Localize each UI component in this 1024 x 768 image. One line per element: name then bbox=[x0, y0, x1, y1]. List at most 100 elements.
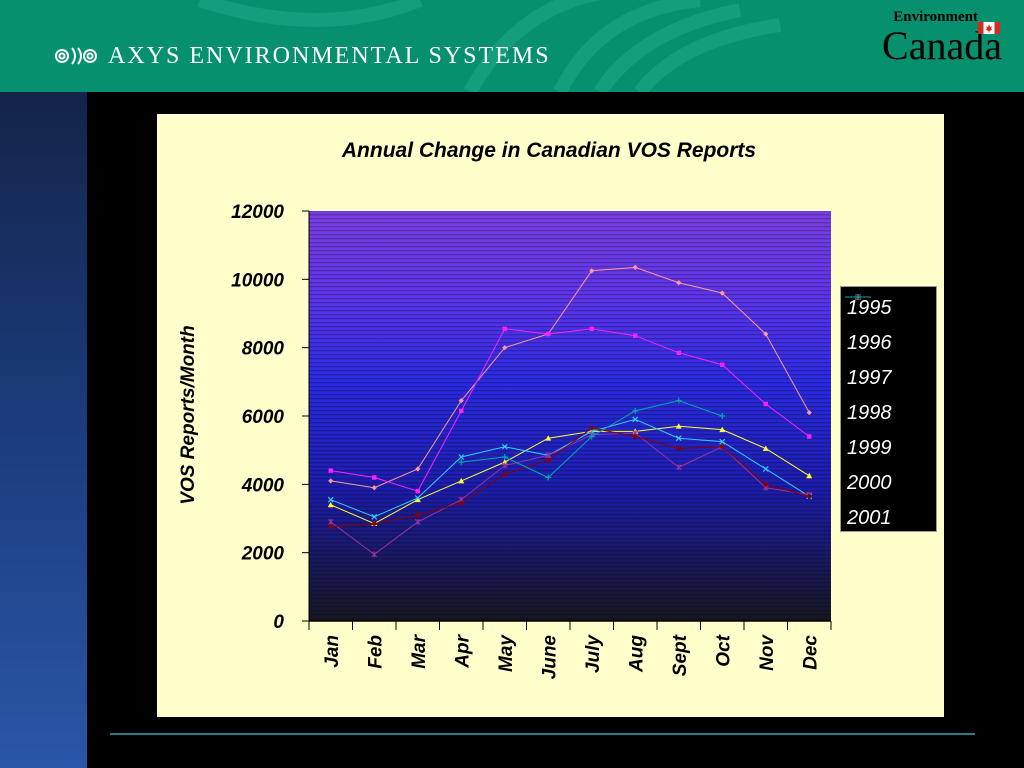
x-tick-label: Mar bbox=[409, 633, 430, 668]
plot-area-stripes bbox=[309, 211, 831, 621]
x-tick-label: July bbox=[583, 634, 604, 673]
legend-marker-icon bbox=[845, 294, 871, 300]
data-point-1996 bbox=[415, 488, 420, 494]
data-point-1998 bbox=[458, 454, 465, 460]
x-tick-label: Apr bbox=[452, 633, 473, 668]
data-point-1997 bbox=[675, 423, 682, 429]
legend-label: 1998 bbox=[847, 402, 892, 424]
data-point-2000 bbox=[502, 471, 508, 477]
footer-divider bbox=[110, 733, 975, 735]
data-point-1999 bbox=[545, 452, 552, 459]
data-point-1999 bbox=[675, 464, 682, 471]
data-point-2001 bbox=[675, 397, 682, 404]
data-point-1995 bbox=[806, 409, 812, 416]
series-2000 bbox=[328, 425, 812, 530]
data-point-2000 bbox=[763, 482, 769, 487]
data-point-1995 bbox=[763, 331, 769, 337]
brand: AXYS ENVIRONMENTAL SYSTEMS bbox=[54, 42, 551, 70]
data-point-2000 bbox=[415, 512, 421, 518]
data-point-1997 bbox=[762, 445, 769, 451]
data-point-1997 bbox=[458, 477, 465, 484]
legend-item-2001: 2001 bbox=[841, 294, 936, 536]
series-line-1998 bbox=[330, 418, 810, 518]
data-point-2000 bbox=[328, 524, 334, 530]
legend-marker-shape bbox=[855, 294, 861, 300]
data-point-1997 bbox=[719, 426, 726, 433]
data-point-1995 bbox=[328, 478, 334, 484]
chart-title: Annual Change in Canadian VOS Reports bbox=[341, 139, 756, 162]
data-point-1997 bbox=[327, 501, 334, 508]
legend-item-1996: 1996 bbox=[841, 294, 936, 361]
data-point-2000 bbox=[371, 521, 377, 526]
legend-item-1999: 1999 bbox=[841, 294, 936, 466]
data-point-1999 bbox=[414, 518, 421, 525]
x-tick-label: June bbox=[539, 635, 560, 680]
data-point-1996 bbox=[589, 326, 594, 332]
data-point-1998 bbox=[327, 496, 334, 503]
data-point-1996 bbox=[633, 333, 638, 338]
data-point-1995 bbox=[719, 290, 725, 296]
x-tick-label: May bbox=[496, 634, 517, 672]
legend-label: 1995 bbox=[847, 297, 892, 319]
y-tick-label: 4000 bbox=[241, 475, 285, 496]
y-tick-label: 10000 bbox=[231, 270, 284, 291]
y-tick-label: 12000 bbox=[231, 202, 284, 223]
data-point-1996 bbox=[546, 331, 551, 337]
data-point-2001 bbox=[719, 413, 726, 419]
data-point-1997 bbox=[806, 472, 813, 479]
y-tick-label: 8000 bbox=[242, 339, 285, 360]
header-banner: AXYS ENVIRONMENTAL SYSTEMS Environment C… bbox=[0, 0, 1024, 92]
data-point-1998 bbox=[632, 416, 639, 423]
canada-flag-icon bbox=[978, 22, 1000, 34]
data-point-1995 bbox=[676, 280, 682, 286]
x-tick-label: Oct bbox=[713, 634, 734, 666]
data-point-1999 bbox=[371, 551, 378, 558]
gov-department: Environment bbox=[893, 9, 978, 25]
series-2001 bbox=[458, 397, 726, 481]
data-point-2001 bbox=[501, 454, 508, 460]
line-chart: Annual Change in Canadian VOS Reports VO… bbox=[178, 139, 832, 680]
data-point-1996 bbox=[763, 401, 768, 407]
data-point-1996 bbox=[459, 408, 464, 414]
y-tick-label: 6000 bbox=[242, 407, 285, 428]
data-point-2000 bbox=[806, 493, 812, 499]
legend-label: 2000 bbox=[847, 472, 892, 494]
legend-item-1997: 1997 bbox=[841, 294, 936, 396]
data-point-2001 bbox=[632, 407, 639, 414]
data-point-1996 bbox=[328, 468, 333, 473]
data-point-1998 bbox=[762, 466, 769, 472]
data-point-2000 bbox=[632, 434, 638, 439]
x-tick-label: Feb bbox=[365, 635, 386, 669]
series-line-1997 bbox=[330, 425, 810, 525]
data-point-1995 bbox=[458, 398, 464, 404]
legend-label: 2001 bbox=[847, 507, 892, 529]
legend-label: 1999 bbox=[847, 437, 892, 459]
legend: 1995 1996 1997 1998 1999 2000 2001 bbox=[840, 286, 937, 532]
y-axis-label: VOS Reports/Month bbox=[178, 325, 199, 504]
data-point-1999 bbox=[501, 462, 508, 469]
data-point-1997 bbox=[501, 459, 508, 465]
data-point-1995 bbox=[415, 466, 421, 472]
data-point-1997 bbox=[545, 435, 552, 441]
data-point-1997 bbox=[414, 496, 421, 503]
data-point-2001 bbox=[545, 474, 552, 481]
data-point-2000 bbox=[545, 458, 551, 463]
gov-wordmark: Environment Canada bbox=[882, 8, 1002, 66]
data-point-1995 bbox=[371, 485, 377, 491]
x-tick-label: Dec bbox=[800, 635, 821, 670]
data-point-1996 bbox=[720, 362, 725, 367]
x-tick-label: Sept bbox=[670, 634, 691, 676]
data-point-1998 bbox=[501, 443, 508, 450]
data-point-1996 bbox=[372, 475, 377, 480]
x-tick-label: Aug bbox=[626, 635, 647, 673]
data-point-2001 bbox=[458, 459, 465, 466]
data-point-2000 bbox=[458, 500, 464, 506]
brand-name: AXYS ENVIRONMENTAL SYSTEMS bbox=[108, 42, 551, 69]
legend-label: 1997 bbox=[847, 367, 892, 389]
data-point-1996 bbox=[502, 326, 507, 332]
data-point-2000 bbox=[719, 444, 725, 450]
y-tick-label: 2000 bbox=[241, 544, 285, 565]
data-point-1998 bbox=[371, 513, 378, 520]
data-point-1998 bbox=[675, 435, 682, 442]
data-point-1996 bbox=[676, 350, 681, 355]
